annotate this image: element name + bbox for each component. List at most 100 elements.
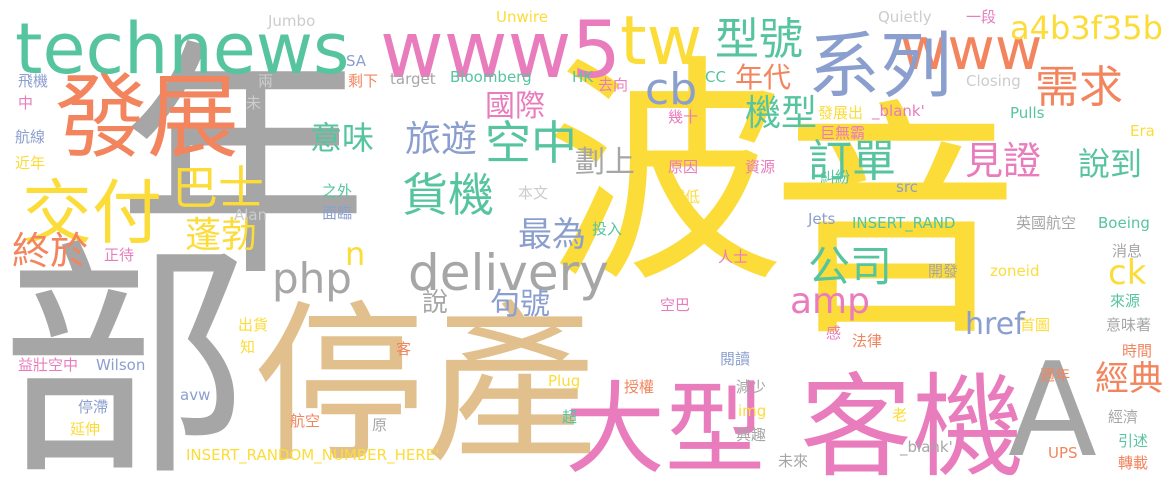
word-cb: cb <box>645 64 698 115</box>
word-jishi: 幾十 <box>668 108 699 126</box>
word-ke: 客 <box>396 340 412 358</box>
word-shengxia: 剩下 <box>348 72 379 90</box>
word-xingqu: 興趣 <box>736 426 767 444</box>
word-cc: CC <box>705 68 726 86</box>
word-guoji: 國際 <box>485 89 545 124</box>
word-shuo: 說 <box>422 288 449 318</box>
word-jingdian: 經典 <box>1095 359 1163 399</box>
word-era: Era <box>1130 122 1155 140</box>
word-fazhanchu: 發展出 <box>818 104 864 122</box>
word-yiwei: 意味 <box>310 119 375 157</box>
word-amp: amp <box>790 281 870 322</box>
word-jianshao: 減少 <box>736 378 767 396</box>
word-gan: 感 <box>826 324 842 342</box>
word-lvyou: 旅遊 <box>405 119 478 160</box>
word-insert_rand: INSERT_RAND <box>852 214 956 232</box>
word-avw: avw <box>180 386 211 404</box>
word-href: href <box>965 307 1025 342</box>
word-huoji: 貨機 <box>402 168 494 222</box>
word-pulls: Pulls <box>1010 104 1045 122</box>
word-tingchan: 停產 <box>253 285 597 482</box>
word-A: A <box>1008 334 1097 482</box>
word-plug: Plug <box>548 372 581 390</box>
word-kaji: 客機 <box>800 363 1024 482</box>
word-niandai: 年代 <box>735 61 792 94</box>
word-wilson: Wilson <box>96 356 146 374</box>
word-chao: 超 <box>562 408 578 426</box>
word-chuhuo: 出貨 <box>238 316 269 334</box>
word-juhao: 句號 <box>490 287 550 322</box>
word-kongba: 空巴 <box>660 296 691 314</box>
word-zhuanzai: 轉載 <box>1118 454 1149 472</box>
word-alan: Alan <box>234 206 268 224</box>
word-bloomberg: Bloomberg <box>450 68 532 86</box>
word-shuodao: 說到 <box>1078 145 1143 183</box>
word-feiji: 飛機 <box>18 72 49 90</box>
word-hangxian: 航線 <box>15 128 46 146</box>
word-mianlin: 面臨 <box>322 204 353 222</box>
word-wei: 未 <box>246 94 262 112</box>
word-zhongyu: 終於 <box>12 229 89 273</box>
word-target: target <box>390 70 436 88</box>
word-jinnian: 近年 <box>15 154 46 172</box>
word-xiaoji: 消息 <box>1112 242 1143 260</box>
word-sa: SA <box>346 52 367 70</box>
word-zhounian: 週年 <box>1040 366 1071 384</box>
word-jets: Jets <box>808 210 836 228</box>
word-shijian: 時間 <box>1122 342 1153 360</box>
word-nian: 年 <box>118 19 368 310</box>
word-yuan: 原 <box>372 416 388 434</box>
word-bo: 波 <box>545 35 786 315</box>
word-shoutu: 首圖 <box>1020 316 1051 334</box>
word-a4b3: a4b3f35b <box>1010 9 1163 47</box>
word-daxing: 大型 <box>565 371 765 482</box>
word-tw: tw <box>620 2 703 81</box>
word-xilie: 系列 <box>808 24 953 108</box>
word-yiduan: 一段 <box>966 8 997 26</box>
word-jixing: 機型 <box>745 93 818 134</box>
word-fazhan: 發展 <box>55 64 240 171</box>
word-n: n <box>345 235 366 273</box>
word-yanshen: 延伸 <box>70 420 101 438</box>
word-zhong: 中 <box>18 94 34 112</box>
word-gongsi: 公司 <box>808 242 893 291</box>
word-liang: 兩 <box>258 72 274 90</box>
word-pengbo: 蓬勃 <box>185 215 258 256</box>
word-quxiang: 去向 <box>598 76 629 94</box>
word-blank-apos: _blank' <box>900 438 953 456</box>
word-renshi: 人士 <box>718 248 749 266</box>
word-insert_random: INSERT_RANDOM_NUMBER_HERE' <box>186 446 440 464</box>
word-jumbo: Jumbo <box>268 12 316 30</box>
word-zhengdai: 正待 <box>104 246 135 264</box>
word-yin: 音 <box>770 79 1020 370</box>
word-blank: _blank' <box>872 102 925 120</box>
word-kaifa: 開發 <box>928 262 959 280</box>
word-zhiwai: 之外 <box>322 182 353 200</box>
word-hk: HK <box>572 68 594 86</box>
word-hangkong: 航空 <box>290 412 321 430</box>
word-src: src <box>896 178 918 196</box>
word-jingji: 經濟 <box>1108 408 1139 426</box>
word-closing: Closing <box>966 72 1021 90</box>
word-ck: ck <box>1108 253 1147 293</box>
word-zoneid: zoneid <box>990 262 1040 280</box>
word-yuedu: 閱讀 <box>720 350 751 368</box>
word-lao: 老 <box>892 406 908 424</box>
word-touru: 投入 <box>592 220 623 238</box>
word-ziyuan: 資源 <box>745 158 776 176</box>
word-quietly: Quietly <box>878 8 932 26</box>
word-zhi: 知 <box>240 338 256 356</box>
word-yiweizhe: 意味著 <box>1106 316 1152 334</box>
word-benwen: 本文 <box>518 184 549 202</box>
word-yizhuang: 益壯空中 <box>18 356 79 374</box>
word-jianzheng: 見證 <box>965 139 1042 183</box>
word-falv: 法律 <box>852 332 883 350</box>
word-jiaofu: 交付 <box>22 172 162 254</box>
word-tingzhi: 停滯 <box>78 398 109 416</box>
word-boeing: Boeing <box>1098 214 1150 232</box>
word-yinshu: 引述 <box>1118 432 1149 450</box>
word-jiandi: 減低 <box>670 188 701 206</box>
word-juwuba: 巨無霸 <box>820 124 866 142</box>
word-xuqiu: 需求 <box>1035 62 1123 113</box>
word-technews: technews <box>15 8 350 90</box>
